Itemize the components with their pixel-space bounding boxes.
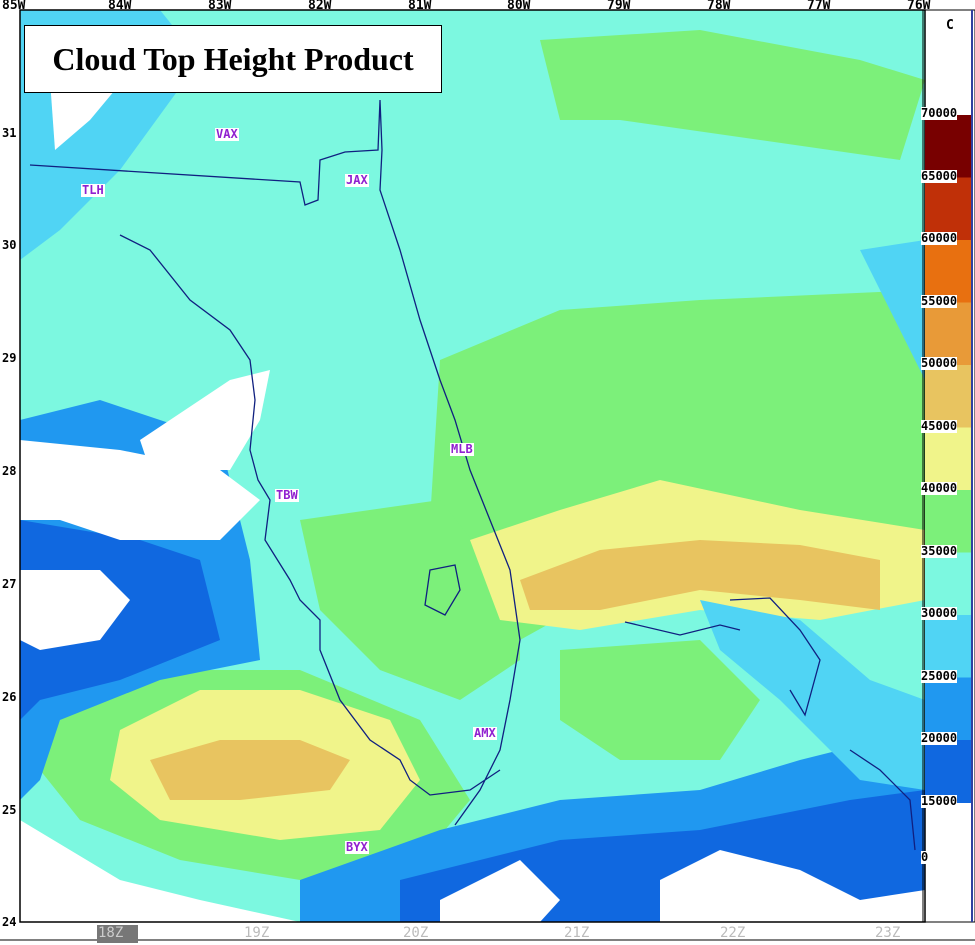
lat-label: 28 [2,464,17,478]
time-label[interactable]: 23Z [875,925,901,941]
lon-label: 81W [408,0,432,13]
lake-okeechobee [424,564,461,616]
colorbar-label: 15000 [921,793,958,808]
colorbar-label: 70000 [921,106,958,120]
lon-label: 77W [807,0,831,13]
colorbar-band [925,302,971,366]
colorbar-band [925,240,971,303]
lon-label: 82W [308,0,332,13]
colorbar-label: 20000 [921,731,958,745]
colorbar-label: 65000 [921,168,958,183]
station-jax[interactable]: JAX [345,173,369,187]
lat-label: 24 [2,915,17,929]
map-title: Cloud Top Height Product [24,25,442,93]
colorbar [925,115,971,803]
time-label[interactable]: 19Z [244,925,270,941]
station-tlh[interactable]: TLH [81,183,105,197]
station-byx[interactable]: BYX [345,840,369,854]
coastline [29,99,521,826]
colorbar-band [925,677,971,741]
colorbar-label: 0 [921,850,929,864]
lon-label: 85W [2,0,26,13]
colorbar-label: 35000 [921,543,958,558]
lat-label: 29 [2,351,17,365]
colorbar-band [925,115,971,178]
time-label-active[interactable]: 18Z [98,925,124,941]
lat-label: 30 [2,238,17,252]
colorbar-band [925,177,971,241]
colorbar-label: 55000 [921,293,958,308]
island-coastline [849,749,916,851]
lat-label: 31 [2,126,17,140]
bahamas-coastline [624,597,821,717]
lat-label: 26 [2,690,17,704]
lon-label: 80W [507,0,531,13]
colorbar-band [925,740,971,803]
station-mlb[interactable]: MLB [450,442,474,456]
colorbar-band [925,365,971,428]
colorbar-band [925,552,971,616]
time-label[interactable]: 22Z [720,925,746,941]
lon-label: 76W [907,0,931,13]
colorbar-label: 60000 [921,231,958,245]
lon-label: 83W [208,0,232,13]
lon-label: 78W [707,0,731,13]
station-vax[interactable]: VAX [215,127,239,141]
colorbar-label: 30000 [921,606,958,620]
colorbar-band [925,615,971,678]
time-label[interactable]: 21Z [564,925,590,941]
lon-label: 84W [108,0,132,13]
lon-label: 79W [607,0,631,13]
time-label[interactable]: 20Z [403,925,429,941]
time-slider-active[interactable] [97,925,138,943]
colorbar-label: 25000 [921,668,958,683]
station-tbw[interactable]: TBW [275,488,299,502]
station-amx[interactable]: AMX [473,726,497,740]
lat-label: 25 [2,803,17,817]
colorbar-band [925,427,971,491]
colorbar-label: 50000 [921,356,958,370]
colorbar-label: 40000 [921,481,958,495]
colorbar-band [925,490,971,553]
lat-label: 27 [2,577,17,591]
units-label: C [946,18,954,33]
colorbar-label: 45000 [921,418,958,433]
